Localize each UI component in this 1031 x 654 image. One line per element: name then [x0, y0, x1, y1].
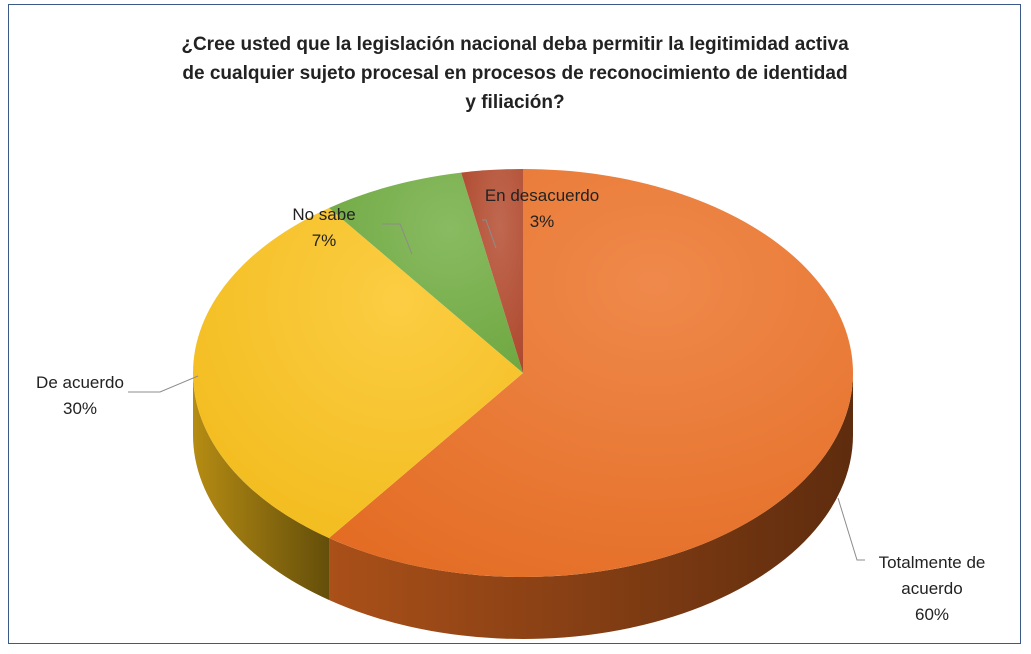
slice-name-label: En desacuerdo [485, 186, 599, 205]
slice-name-label: Totalmente de [879, 553, 986, 572]
pie-sides [193, 373, 853, 640]
slice-label-1: Totalmente de acuerdo 60% [879, 553, 986, 624]
leader-line-3 [382, 223, 413, 255]
slice-labels: Totalmente de acuerdo 60% De acuerdo 30% No s… [36, 186, 985, 624]
leader-line-1 [837, 497, 865, 561]
pie-side-2 [193, 373, 330, 601]
pie-slice-3 [329, 172, 523, 373]
slice-value-label: 7% [312, 231, 337, 250]
slice-label-3: No sabe 7% [292, 205, 355, 250]
pie-slice-4 [461, 169, 523, 373]
slice-name-label: acuerdo [901, 579, 962, 598]
slice-value-label: 3% [530, 212, 555, 231]
slice-name-label: No sabe [292, 205, 355, 224]
chart-title-line-1: ¿Cree usted que la legislación nacional … [181, 34, 849, 55]
pie-side-1 [329, 373, 853, 640]
leader-line-4 [482, 219, 497, 249]
pie-slice-2 [192, 207, 523, 539]
slice-value-label: 60% [915, 605, 949, 624]
pie-slices [192, 169, 853, 577]
slice-label-4: En desacuerdo 3% [485, 186, 599, 231]
chart-title-line-2: de cualquier sujeto procesal en procesos… [182, 63, 848, 84]
slice-label-2: De acuerdo 30% [36, 373, 124, 418]
leader-line-2 [128, 375, 199, 393]
pie-slice-1 [329, 169, 853, 577]
slice-name-label: De acuerdo [36, 373, 124, 392]
slice-value-label: 30% [63, 399, 97, 418]
chart-title-line-3: y filiación? [465, 92, 565, 113]
label-leader-lines [128, 219, 865, 561]
chart-title: ¿Cree usted que la legislación nacional … [90, 30, 940, 117]
